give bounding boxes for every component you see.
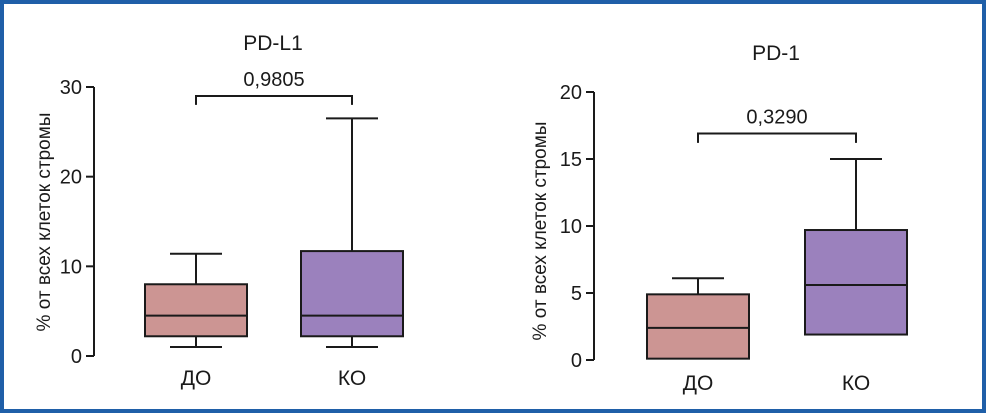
- x-tick-label: КО: [842, 372, 870, 395]
- box-ko: [804, 158, 908, 336]
- y-ticks: 0 10 20 30: [60, 77, 94, 368]
- box-iqr: [144, 283, 248, 338]
- bracket-line: [195, 94, 353, 105]
- bracket-line: [697, 132, 857, 143]
- y-ticks: 0 5 10 15 20: [560, 82, 594, 372]
- box-series: [144, 117, 404, 349]
- chart-title: PD-L1: [243, 32, 303, 55]
- y-tick-label: 10: [560, 216, 582, 238]
- y-axis-label: % от всех клеток стромы: [530, 122, 551, 341]
- x-categories: ДО КО: [181, 367, 366, 390]
- box-iqr: [646, 293, 750, 360]
- y-tick-label: 30: [60, 77, 82, 99]
- significance-bracket: 0,3290: [697, 107, 857, 143]
- chart-title: PD-1: [752, 42, 800, 65]
- y-tick-label: 20: [560, 82, 582, 104]
- y-tick-label: 0: [571, 350, 582, 372]
- box-do: [646, 277, 750, 360]
- x-categories: ДО КО: [683, 372, 870, 395]
- chart-panel-pd-1: PD-1 % от всех клеток стромы 0 5 10 15 20 ДО…: [530, 42, 908, 395]
- box-ko: [300, 117, 404, 349]
- x-tick-label: ДО: [181, 367, 212, 390]
- y-tick-label: 20: [60, 167, 82, 189]
- box-do: [144, 252, 248, 349]
- y-axis-label: % от всех клеток стромы: [34, 113, 55, 332]
- box-series: [646, 158, 908, 360]
- p-value-label: 0,3290: [746, 107, 807, 129]
- x-tick-label: ДО: [683, 372, 714, 395]
- p-value-label: 0,9805: [243, 69, 304, 91]
- y-tick-label: 5: [571, 283, 582, 305]
- y-tick-label: 0: [71, 346, 82, 368]
- chart-panel-pd-l1: PD-L1 % от всех клеток стромы 0 10 20 30 ДО…: [34, 32, 404, 390]
- significance-bracket: 0,9805: [195, 69, 353, 105]
- x-tick-label: КО: [338, 367, 366, 390]
- y-tick-label: 15: [560, 149, 582, 171]
- y-tick-label: 10: [60, 256, 82, 278]
- box-iqr: [804, 229, 908, 336]
- box-iqr: [300, 250, 404, 338]
